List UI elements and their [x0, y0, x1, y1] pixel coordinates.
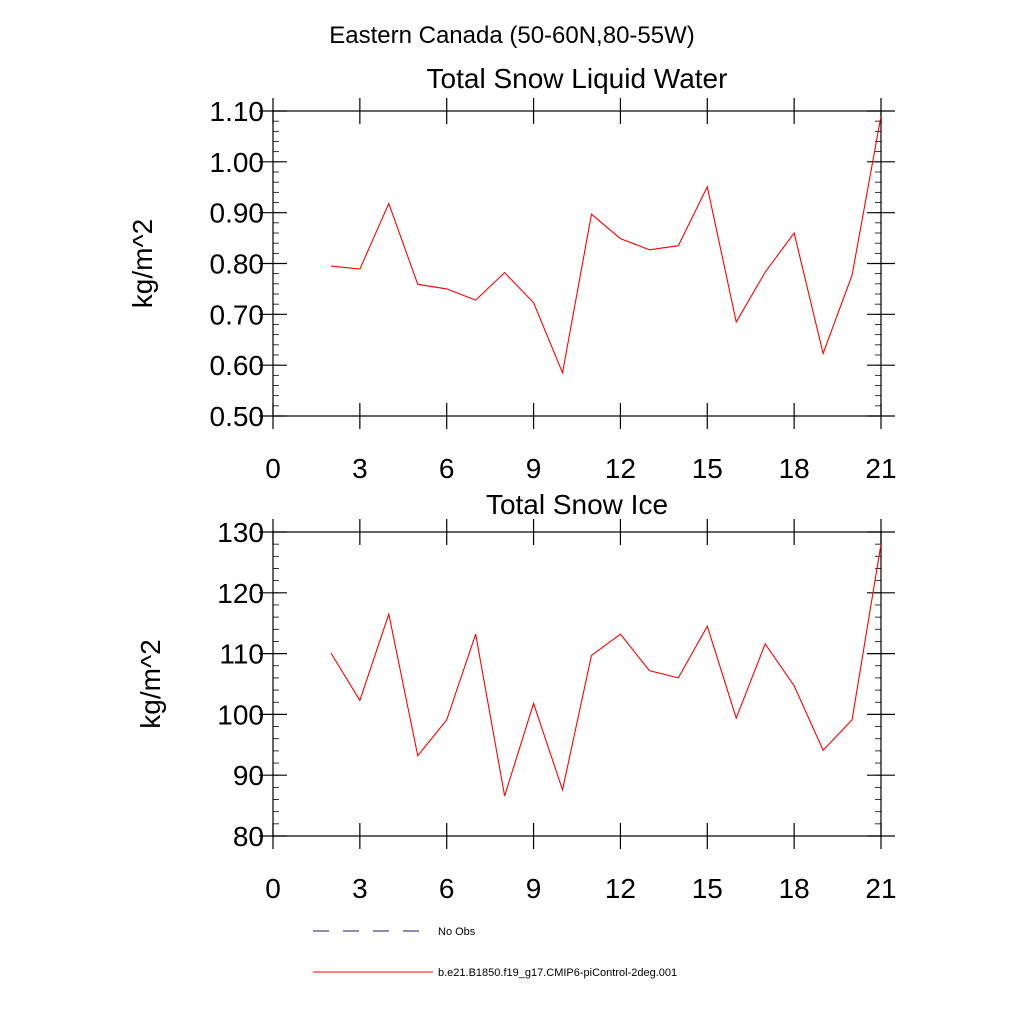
- legend-label: No Obs: [438, 926, 476, 938]
- y-tick-label: 80: [233, 821, 264, 852]
- x-tick-label: 0: [265, 453, 281, 484]
- y-tick-label: 0.60: [210, 350, 265, 381]
- x-tick-label: 18: [779, 873, 810, 904]
- legend-label: b.e21.B1850.f19_g17.CMIP6-piControl-2deg…: [438, 967, 677, 979]
- plot-frame: [272, 110, 882, 417]
- y-tick-label: 0.80: [210, 249, 265, 280]
- y-tick-label: 120: [217, 578, 264, 609]
- x-tick-label: 21: [865, 873, 896, 904]
- y-tick-label: 0.90: [210, 198, 265, 229]
- x-tick-label: 12: [605, 873, 636, 904]
- y-tick-label: 0.50: [210, 401, 265, 432]
- x-tick-label: 3: [352, 873, 368, 904]
- plot-frame: [272, 531, 882, 837]
- y-tick-label: 1.10: [210, 96, 265, 127]
- x-tick-label: 6: [439, 873, 455, 904]
- x-tick-label: 6: [439, 453, 455, 484]
- legend-entry: b.e21.B1850.f19_g17.CMIP6-piControl-2deg…: [313, 967, 677, 979]
- chart-title: Total Snow Ice: [486, 489, 668, 520]
- x-tick-label: 3: [352, 453, 368, 484]
- y-axis-label: kg/m^2: [127, 219, 158, 308]
- x-tick-label: 15: [692, 453, 723, 484]
- x-tick-label: 9: [526, 873, 542, 904]
- x-tick-label: 0: [265, 873, 281, 904]
- y-tick-label: 100: [217, 699, 264, 730]
- x-tick-label: 15: [692, 873, 723, 904]
- x-tick-label: 12: [605, 453, 636, 484]
- chart-title: Total Snow Liquid Water: [427, 63, 728, 94]
- chart-panel-1: Total Snow Liquid Water 0.50 0.60 0.70 0.80 0…: [127, 63, 897, 484]
- y-tick-label: 0.70: [210, 299, 265, 330]
- series-line-1: [330, 115, 882, 375]
- y-tick-label: 1.00: [210, 147, 265, 178]
- figure-suptitle: Eastern Canada (50-60N,80-55W): [329, 22, 695, 49]
- chart-panels: Total Snow Liquid Water 0.50 0.60 0.70 0.80 0…: [127, 63, 897, 904]
- legend: No Obs b.e21.B1850.f19_g17.CMIP6-piContro…: [313, 926, 677, 979]
- series-line-1: [330, 544, 882, 797]
- x-tick-label: 9: [526, 453, 542, 484]
- legend-entry: No Obs: [313, 926, 476, 938]
- y-tick-label: 130: [217, 517, 264, 548]
- x-tick-label: 18: [779, 453, 810, 484]
- y-tick-label: 90: [233, 760, 264, 791]
- x-tick-label: 21: [865, 453, 896, 484]
- y-tick-label: 110: [219, 639, 264, 670]
- y-axis-label: kg/m^2: [135, 639, 166, 728]
- chart-panel-2: Total Snow Ice 80 90 100 110 120 130 0 3 6 9 12 15 18…: [135, 489, 897, 904]
